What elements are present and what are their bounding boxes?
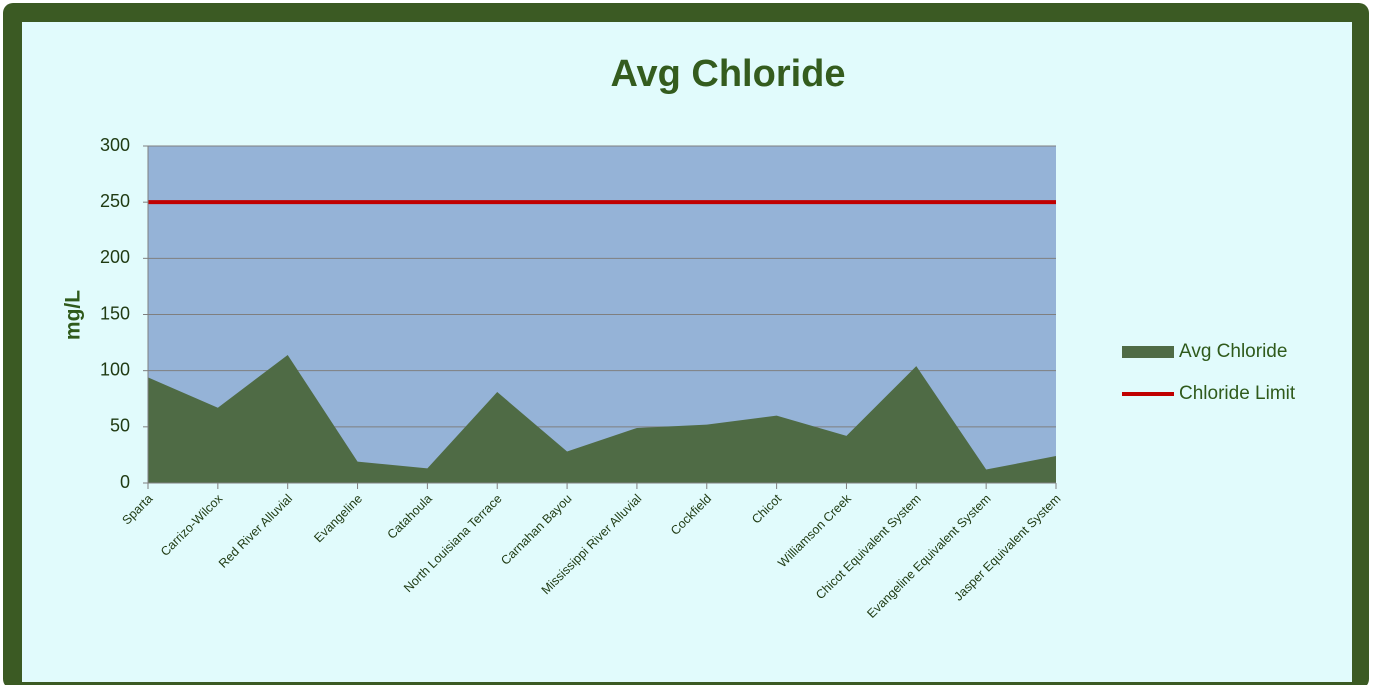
y-tick-label: 300 xyxy=(100,135,130,155)
chart-title: Avg Chloride xyxy=(610,53,845,95)
legend-swatch xyxy=(1122,346,1174,358)
y-axis-label: mg/L xyxy=(62,290,85,340)
y-tick-label: 0 xyxy=(120,472,130,492)
y-tick-label: 250 xyxy=(100,191,130,211)
area xyxy=(148,354,1056,483)
y-tick-label: 200 xyxy=(100,247,130,267)
y-tick-label: 150 xyxy=(100,303,130,323)
legend-label: Chloride Limit xyxy=(1179,383,1296,404)
y-tick-label: 50 xyxy=(110,416,130,436)
y-tick-label: 100 xyxy=(100,359,130,379)
legend-label: Avg Chloride xyxy=(1179,341,1287,362)
